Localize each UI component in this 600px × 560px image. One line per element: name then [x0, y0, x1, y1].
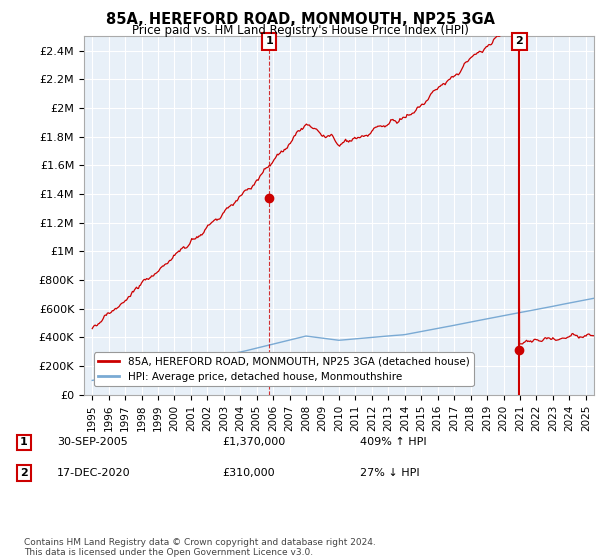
- Text: 1: 1: [265, 36, 273, 46]
- Legend: 85A, HEREFORD ROAD, MONMOUTH, NP25 3GA (detached house), HPI: Average price, det: 85A, HEREFORD ROAD, MONMOUTH, NP25 3GA (…: [94, 352, 473, 386]
- Text: 1: 1: [20, 437, 28, 447]
- Text: 2: 2: [515, 36, 523, 46]
- Text: £310,000: £310,000: [222, 468, 275, 478]
- Text: 17-DEC-2020: 17-DEC-2020: [57, 468, 131, 478]
- Text: 2: 2: [20, 468, 28, 478]
- Text: 409% ↑ HPI: 409% ↑ HPI: [360, 437, 427, 447]
- Text: 30-SEP-2005: 30-SEP-2005: [57, 437, 128, 447]
- Text: Price paid vs. HM Land Registry's House Price Index (HPI): Price paid vs. HM Land Registry's House …: [131, 24, 469, 36]
- Text: 85A, HEREFORD ROAD, MONMOUTH, NP25 3GA: 85A, HEREFORD ROAD, MONMOUTH, NP25 3GA: [106, 12, 494, 27]
- Text: 27% ↓ HPI: 27% ↓ HPI: [360, 468, 419, 478]
- Text: £1,370,000: £1,370,000: [222, 437, 285, 447]
- Text: Contains HM Land Registry data © Crown copyright and database right 2024.
This d: Contains HM Land Registry data © Crown c…: [24, 538, 376, 557]
